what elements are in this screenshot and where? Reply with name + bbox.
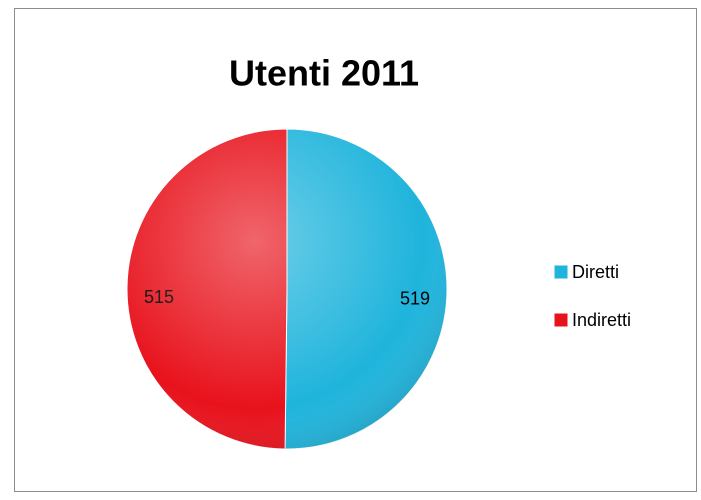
legend-marker bbox=[553, 264, 569, 280]
data-label: 515 bbox=[144, 287, 174, 307]
legend-label: Diretti bbox=[572, 262, 619, 282]
data-label: 519 bbox=[400, 289, 430, 309]
legend-marker bbox=[553, 312, 569, 328]
legend-label: Indiretti bbox=[572, 310, 631, 330]
chart-title: Utenti 2011 bbox=[229, 53, 419, 94]
